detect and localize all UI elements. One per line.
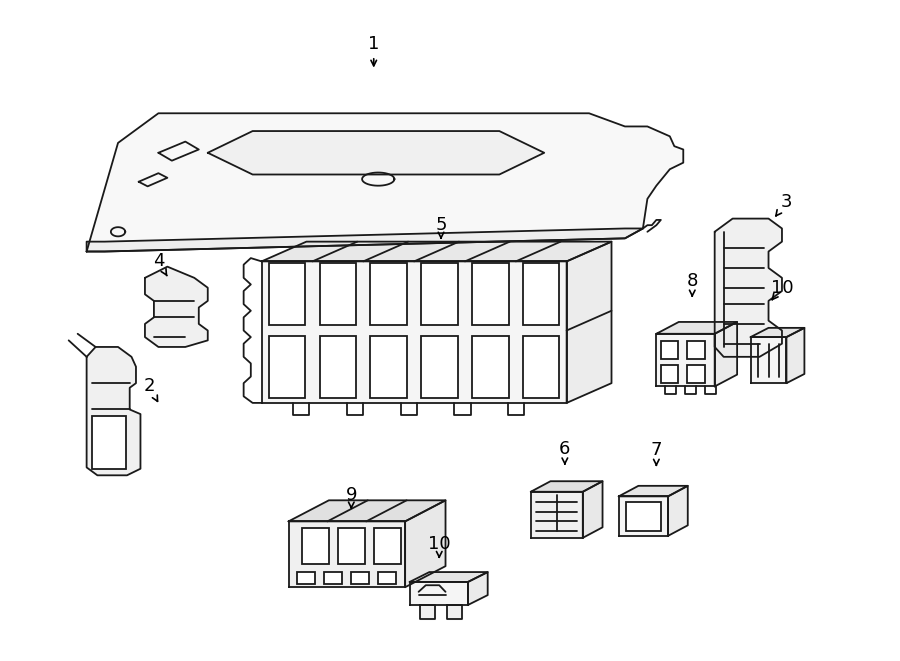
Polygon shape: [567, 242, 611, 403]
Bar: [269, 263, 305, 325]
Polygon shape: [656, 334, 715, 387]
Text: 7: 7: [651, 442, 662, 465]
Polygon shape: [787, 328, 805, 383]
Polygon shape: [583, 481, 602, 538]
Bar: [324, 572, 342, 584]
Polygon shape: [262, 261, 567, 403]
Polygon shape: [618, 486, 688, 496]
Polygon shape: [468, 572, 488, 605]
Polygon shape: [405, 500, 446, 587]
Bar: [378, 572, 396, 584]
Polygon shape: [447, 605, 462, 619]
Bar: [421, 336, 458, 398]
Polygon shape: [410, 572, 488, 582]
Text: 6: 6: [559, 440, 571, 464]
Polygon shape: [86, 229, 643, 252]
Text: 1: 1: [368, 35, 380, 66]
Polygon shape: [86, 347, 140, 475]
Text: 4: 4: [153, 253, 166, 276]
Bar: [320, 336, 356, 398]
Bar: [523, 336, 560, 398]
Polygon shape: [656, 322, 737, 334]
Bar: [472, 263, 508, 325]
Bar: [298, 572, 315, 584]
Polygon shape: [145, 266, 208, 347]
Bar: [626, 502, 661, 531]
Text: 2: 2: [144, 377, 158, 401]
Polygon shape: [751, 328, 805, 337]
Bar: [351, 572, 369, 584]
Bar: [374, 528, 400, 564]
Bar: [523, 263, 560, 325]
Bar: [688, 341, 705, 359]
Bar: [661, 341, 679, 359]
Polygon shape: [86, 113, 683, 252]
Bar: [661, 366, 679, 383]
Bar: [269, 336, 305, 398]
Polygon shape: [289, 522, 405, 587]
Bar: [320, 263, 356, 325]
Bar: [688, 366, 705, 383]
Bar: [338, 528, 364, 564]
Polygon shape: [410, 582, 468, 605]
Polygon shape: [715, 219, 782, 357]
Bar: [371, 263, 407, 325]
Text: 3: 3: [776, 193, 792, 216]
Bar: [92, 416, 126, 469]
Polygon shape: [289, 500, 446, 522]
Bar: [302, 528, 328, 564]
Bar: [371, 336, 407, 398]
Polygon shape: [618, 496, 668, 536]
Polygon shape: [208, 131, 544, 175]
Polygon shape: [531, 492, 583, 538]
Bar: [421, 263, 458, 325]
Polygon shape: [751, 337, 787, 383]
Text: 9: 9: [346, 486, 357, 508]
Text: 5: 5: [436, 216, 446, 238]
Text: 10: 10: [770, 279, 793, 300]
Polygon shape: [262, 242, 611, 261]
Polygon shape: [420, 605, 435, 619]
Polygon shape: [531, 481, 602, 492]
Bar: [472, 336, 508, 398]
Polygon shape: [715, 322, 737, 387]
Text: 10: 10: [428, 535, 451, 557]
Polygon shape: [668, 486, 688, 536]
Text: 8: 8: [687, 272, 698, 296]
